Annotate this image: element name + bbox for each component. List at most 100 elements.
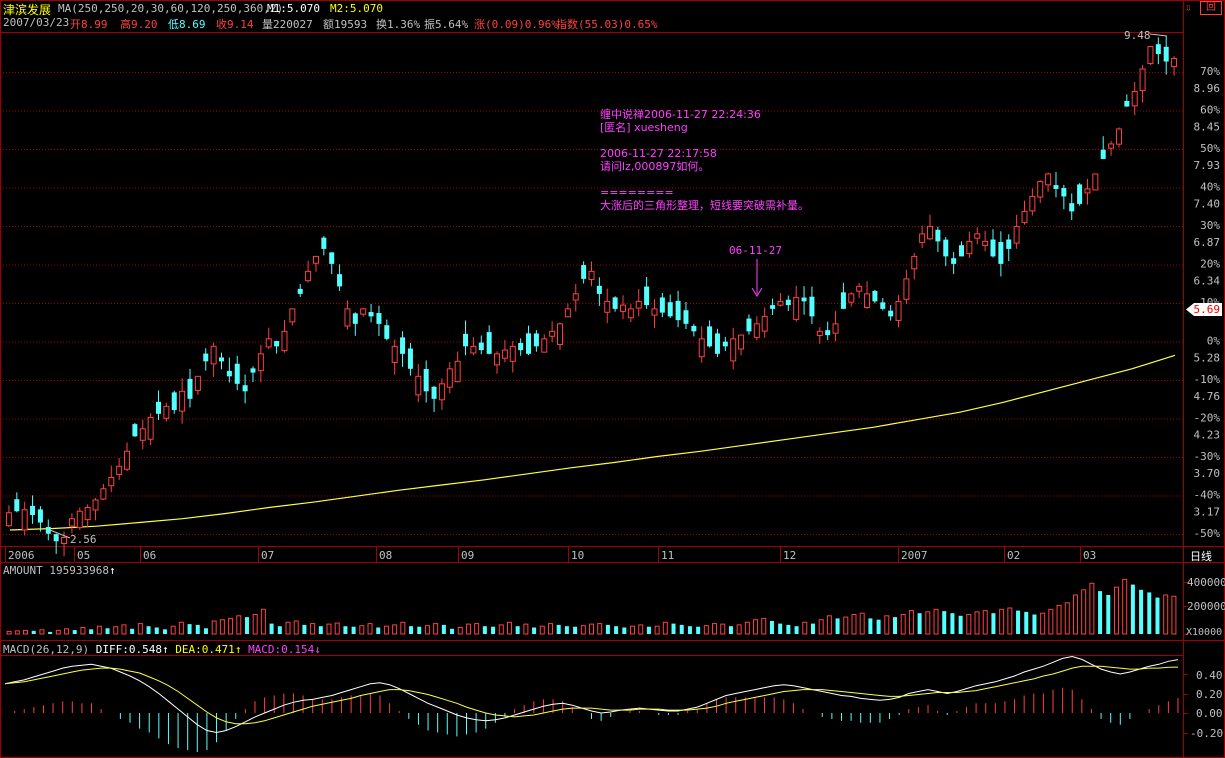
candle-body-up [494, 353, 501, 366]
candle-body-down [935, 229, 941, 242]
candle-body-up [1029, 195, 1036, 212]
candle-body-up [651, 308, 658, 316]
amount-tick-400000: 400000 [1187, 576, 1225, 589]
period-label[interactable]: 日线 [1190, 550, 1212, 563]
candle-body-up [1108, 143, 1115, 149]
menu-down-icon[interactable]: ⇩ [1185, 1, 1192, 14]
candle-body-up [903, 278, 910, 300]
amount-bar-down [72, 630, 77, 634]
candle-body-up [344, 308, 351, 327]
annotation-line-2: [匿名] xuesheng [600, 121, 688, 134]
candle-body-up [116, 465, 123, 475]
candle-body-up [564, 308, 571, 318]
amount-label: AMOUNT 195933968 [3, 564, 109, 577]
quote-change: 涨(0.09)0.96% [474, 18, 558, 31]
axis-percent-label: 40% [1200, 181, 1220, 194]
candle-body-up [856, 285, 863, 292]
candle-body-down [234, 363, 240, 384]
amount-bar-up [293, 620, 299, 635]
candle-body-up [68, 518, 75, 527]
amount-bar-up [96, 625, 102, 635]
candle-body-down [297, 288, 303, 294]
amount-bar-up [326, 623, 332, 635]
candle-body-down [770, 305, 776, 309]
candle-body-up [1171, 58, 1178, 68]
axis-price-label: 6.87 [1194, 236, 1221, 249]
amount-bar-up [638, 624, 644, 635]
amount-bar-up [744, 621, 750, 635]
amount-bar-up [630, 625, 636, 635]
amount-bar-down [605, 624, 610, 634]
amount-bar-down [450, 628, 455, 634]
amount-bar-down [1130, 584, 1135, 634]
candle-body-up [1115, 128, 1122, 145]
candle-body-up [816, 330, 823, 336]
candle-body-down [486, 332, 492, 354]
quote-volume: 量220027 [262, 18, 313, 31]
amount-bar-down [343, 626, 348, 634]
macd-tick-020: 0.20 [1196, 688, 1223, 701]
axis-percent-label: 70% [1200, 65, 1220, 78]
candle-body-up [470, 345, 477, 354]
candle-body-down [746, 318, 752, 332]
candle-body-down [612, 297, 618, 309]
candle-body-up [982, 240, 989, 246]
quote-close: 收9.14 [216, 18, 254, 31]
amount-bar-up [843, 616, 849, 635]
amount-bar-down [687, 626, 692, 634]
candle-body-up [588, 270, 595, 280]
quote-turnover: 换1.36% [376, 18, 421, 31]
candle-body-up [1147, 46, 1154, 64]
candle-body-down [675, 300, 681, 321]
candle-body-up [163, 405, 170, 419]
amount-bar-down [573, 626, 578, 634]
amount-bar-up [1040, 612, 1046, 635]
amount-bar-down [203, 628, 208, 634]
amount-bar-up [597, 623, 603, 635]
amount-bar-up [113, 626, 119, 635]
amount-bar-up [999, 608, 1005, 635]
amount-bar-up [900, 614, 906, 635]
candle-body-up [927, 225, 934, 240]
x-axis-label: 02 [1007, 549, 1020, 562]
amount-bar-down [31, 630, 36, 634]
candle-body-down [329, 252, 335, 264]
macd-arrow-icon: ↓ [314, 643, 321, 656]
candle-body-up [777, 300, 784, 306]
candle-body-down [880, 302, 886, 309]
candle-body-up [360, 308, 367, 315]
macd-dea-line [4, 665, 1179, 725]
amount-bar-down [868, 618, 873, 634]
axis-percent-label: 0% [1207, 335, 1221, 348]
amount-bar-up [137, 623, 143, 635]
candle-body-down [801, 297, 807, 302]
amount-bar-up [851, 614, 857, 635]
amount-bar-up [1007, 607, 1013, 635]
candle-body-up [635, 300, 642, 309]
restore-icon[interactable]: 回 [1200, 1, 1222, 15]
amount-bar-down [417, 626, 422, 634]
candle-body-up [415, 375, 422, 396]
candle-body-up [549, 330, 556, 337]
candle-body-down [872, 291, 878, 302]
macd-diff: DIFF:0.548 [95, 643, 162, 656]
x-axis-label: 06 [143, 549, 156, 562]
candle-body-down [707, 326, 713, 347]
candle-body-up [289, 308, 296, 323]
amount-bar-down [1024, 611, 1029, 634]
candle-body-up [974, 233, 981, 239]
amount-bar-down [835, 618, 840, 634]
amount-bar-up [260, 608, 266, 635]
candle-body-up [438, 383, 445, 401]
amount-bar-up [818, 619, 824, 635]
amount-bar-down [48, 631, 53, 634]
amount-bar-up [712, 623, 718, 635]
candle-body-up [557, 323, 564, 345]
amount-bar-up [859, 612, 865, 635]
annotation-line-5: ======== [600, 186, 674, 199]
candle-body-up [619, 304, 626, 312]
candle-body-down [400, 337, 406, 354]
amount-bar-down [154, 627, 159, 634]
amount-bar-down [810, 623, 815, 634]
candle-body-up [501, 349, 508, 359]
